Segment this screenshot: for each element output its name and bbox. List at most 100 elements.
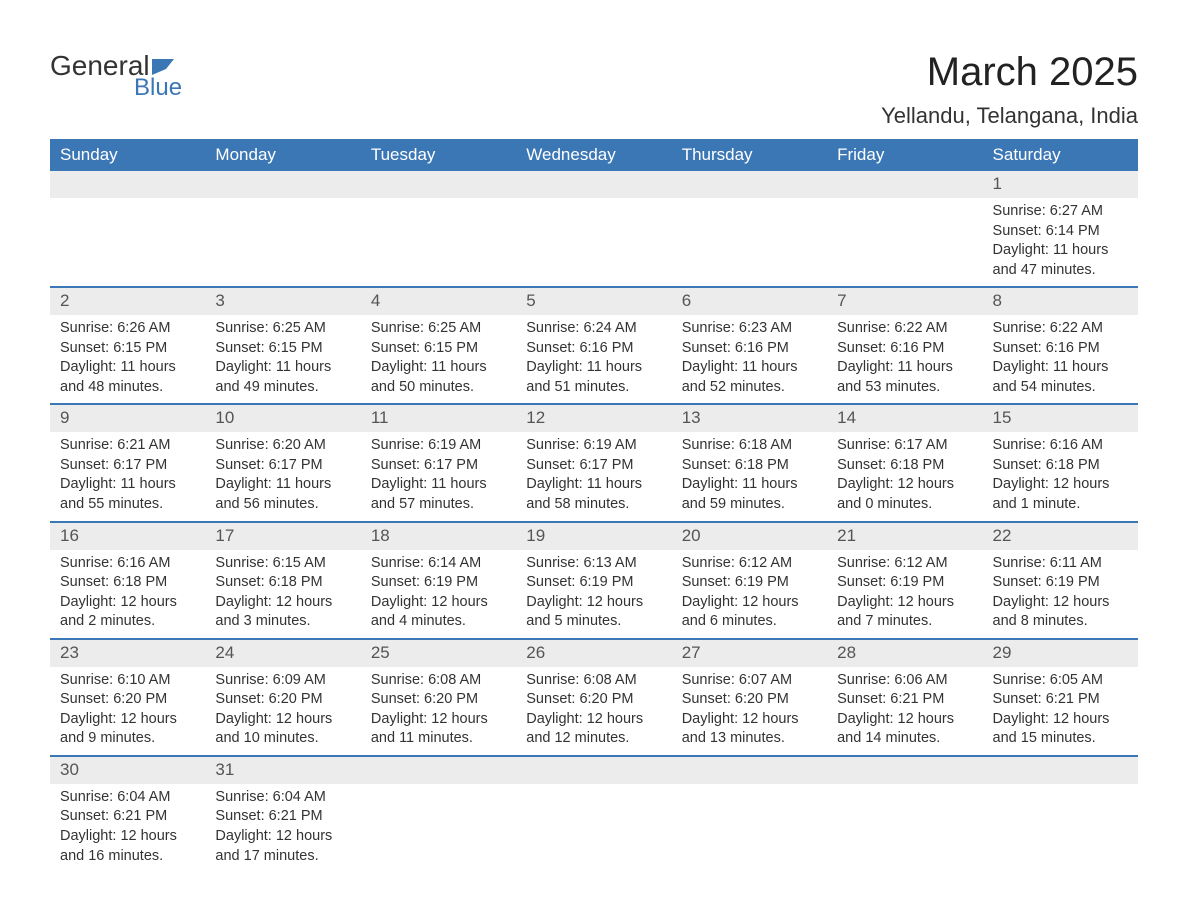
day-number-cell xyxy=(50,171,205,198)
logo-text-blue: Blue xyxy=(134,74,182,102)
dayhead-tuesday: Tuesday xyxy=(361,139,516,171)
day-detail-cell: Sunrise: 6:04 AMSunset: 6:21 PMDaylight:… xyxy=(205,784,360,872)
day-number-cell: 12 xyxy=(516,404,671,432)
day-number: 23 xyxy=(60,643,79,662)
day-number: 12 xyxy=(526,408,545,427)
day-detail-cell: Sunrise: 6:26 AMSunset: 6:15 PMDaylight:… xyxy=(50,315,205,404)
day-number: 2 xyxy=(60,291,69,310)
day-number-cell: 4 xyxy=(361,287,516,315)
calendar-daynum-row: 23242526272829 xyxy=(50,639,1138,667)
day-number: 25 xyxy=(371,643,390,662)
sunrise-text: Sunrise: 6:22 AM xyxy=(837,319,972,339)
daylight-text: Daylight: 11 hours and 50 minutes. xyxy=(371,358,506,397)
day-number-cell xyxy=(983,756,1138,784)
daylight-text: Daylight: 12 hours and 5 minutes. xyxy=(526,593,661,632)
day-number-cell: 8 xyxy=(983,287,1138,315)
day-number-cell: 18 xyxy=(361,522,516,550)
sunset-text: Sunset: 6:21 PM xyxy=(215,807,350,827)
day-detail-cell: Sunrise: 6:10 AMSunset: 6:20 PMDaylight:… xyxy=(50,667,205,756)
daylight-text: Daylight: 11 hours and 58 minutes. xyxy=(526,475,661,514)
sunrise-text: Sunrise: 6:19 AM xyxy=(526,436,661,456)
day-number-cell: 1 xyxy=(983,171,1138,198)
day-detail-cell xyxy=(361,198,516,287)
day-number: 16 xyxy=(60,526,79,545)
calendar-detail-row: Sunrise: 6:16 AMSunset: 6:18 PMDaylight:… xyxy=(50,550,1138,639)
sunset-text: Sunset: 6:19 PM xyxy=(993,573,1128,593)
day-number-cell: 2 xyxy=(50,287,205,315)
sunset-text: Sunset: 6:20 PM xyxy=(526,690,661,710)
day-detail-cell: Sunrise: 6:14 AMSunset: 6:19 PMDaylight:… xyxy=(361,550,516,639)
day-number: 28 xyxy=(837,643,856,662)
day-number: 14 xyxy=(837,408,856,427)
day-number-cell: 30 xyxy=(50,756,205,784)
day-detail-cell: Sunrise: 6:12 AMSunset: 6:19 PMDaylight:… xyxy=(672,550,827,639)
day-number: 13 xyxy=(682,408,701,427)
sunrise-text: Sunrise: 6:11 AM xyxy=(993,554,1128,574)
day-number-cell xyxy=(672,756,827,784)
sunrise-text: Sunrise: 6:24 AM xyxy=(526,319,661,339)
daylight-text: Daylight: 12 hours and 15 minutes. xyxy=(993,710,1128,749)
day-number: 5 xyxy=(526,291,535,310)
daylight-text: Daylight: 12 hours and 9 minutes. xyxy=(60,710,195,749)
sunset-text: Sunset: 6:16 PM xyxy=(526,339,661,359)
daylight-text: Daylight: 11 hours and 48 minutes. xyxy=(60,358,195,397)
sunrise-text: Sunrise: 6:05 AM xyxy=(993,671,1128,691)
sunset-text: Sunset: 6:19 PM xyxy=(837,573,972,593)
day-detail-cell: Sunrise: 6:16 AMSunset: 6:18 PMDaylight:… xyxy=(50,550,205,639)
day-detail-cell xyxy=(361,784,516,872)
calendar-detail-row: Sunrise: 6:27 AMSunset: 6:14 PMDaylight:… xyxy=(50,198,1138,287)
day-number-cell: 21 xyxy=(827,522,982,550)
day-number-cell xyxy=(516,756,671,784)
daylight-text: Daylight: 12 hours and 14 minutes. xyxy=(837,710,972,749)
day-number: 29 xyxy=(993,643,1012,662)
day-number-cell xyxy=(516,171,671,198)
day-detail-cell: Sunrise: 6:23 AMSunset: 6:16 PMDaylight:… xyxy=(672,315,827,404)
day-detail-cell: Sunrise: 6:25 AMSunset: 6:15 PMDaylight:… xyxy=(361,315,516,404)
daylight-text: Daylight: 11 hours and 47 minutes. xyxy=(993,241,1128,280)
sunset-text: Sunset: 6:21 PM xyxy=(993,690,1128,710)
sunrise-text: Sunrise: 6:19 AM xyxy=(371,436,506,456)
daylight-text: Daylight: 12 hours and 16 minutes. xyxy=(60,827,195,866)
daylight-text: Daylight: 12 hours and 17 minutes. xyxy=(215,827,350,866)
day-number: 10 xyxy=(215,408,234,427)
calendar-daynum-row: 1 xyxy=(50,171,1138,198)
calendar-header-row: Sunday Monday Tuesday Wednesday Thursday… xyxy=(50,139,1138,171)
day-number-cell xyxy=(361,756,516,784)
daylight-text: Daylight: 12 hours and 3 minutes. xyxy=(215,593,350,632)
sunrise-text: Sunrise: 6:14 AM xyxy=(371,554,506,574)
day-detail-cell: Sunrise: 6:19 AMSunset: 6:17 PMDaylight:… xyxy=(516,432,671,521)
page-title: March 2025 xyxy=(881,50,1138,95)
day-number: 21 xyxy=(837,526,856,545)
sunrise-text: Sunrise: 6:13 AM xyxy=(526,554,661,574)
day-number: 9 xyxy=(60,408,69,427)
day-number: 22 xyxy=(993,526,1012,545)
sunrise-text: Sunrise: 6:18 AM xyxy=(682,436,817,456)
day-detail-cell: Sunrise: 6:27 AMSunset: 6:14 PMDaylight:… xyxy=(983,198,1138,287)
day-number-cell xyxy=(361,171,516,198)
day-number: 1 xyxy=(993,174,1002,193)
sunset-text: Sunset: 6:18 PM xyxy=(682,456,817,476)
daylight-text: Daylight: 11 hours and 53 minutes. xyxy=(837,358,972,397)
day-number: 19 xyxy=(526,526,545,545)
sunset-text: Sunset: 6:15 PM xyxy=(371,339,506,359)
daylight-text: Daylight: 12 hours and 12 minutes. xyxy=(526,710,661,749)
sunset-text: Sunset: 6:20 PM xyxy=(682,690,817,710)
day-number: 15 xyxy=(993,408,1012,427)
day-detail-cell: Sunrise: 6:17 AMSunset: 6:18 PMDaylight:… xyxy=(827,432,982,521)
day-number-cell: 24 xyxy=(205,639,360,667)
dayhead-monday: Monday xyxy=(205,139,360,171)
daylight-text: Daylight: 12 hours and 13 minutes. xyxy=(682,710,817,749)
day-detail-cell: Sunrise: 6:22 AMSunset: 6:16 PMDaylight:… xyxy=(827,315,982,404)
sunrise-text: Sunrise: 6:27 AM xyxy=(993,202,1128,222)
day-detail-cell: Sunrise: 6:22 AMSunset: 6:16 PMDaylight:… xyxy=(983,315,1138,404)
daylight-text: Daylight: 12 hours and 10 minutes. xyxy=(215,710,350,749)
day-detail-cell: Sunrise: 6:24 AMSunset: 6:16 PMDaylight:… xyxy=(516,315,671,404)
day-number-cell: 16 xyxy=(50,522,205,550)
day-detail-cell: Sunrise: 6:19 AMSunset: 6:17 PMDaylight:… xyxy=(361,432,516,521)
sunset-text: Sunset: 6:19 PM xyxy=(526,573,661,593)
dayhead-sunday: Sunday xyxy=(50,139,205,171)
day-number-cell: 29 xyxy=(983,639,1138,667)
sunset-text: Sunset: 6:17 PM xyxy=(60,456,195,476)
daylight-text: Daylight: 11 hours and 51 minutes. xyxy=(526,358,661,397)
sunrise-text: Sunrise: 6:15 AM xyxy=(215,554,350,574)
